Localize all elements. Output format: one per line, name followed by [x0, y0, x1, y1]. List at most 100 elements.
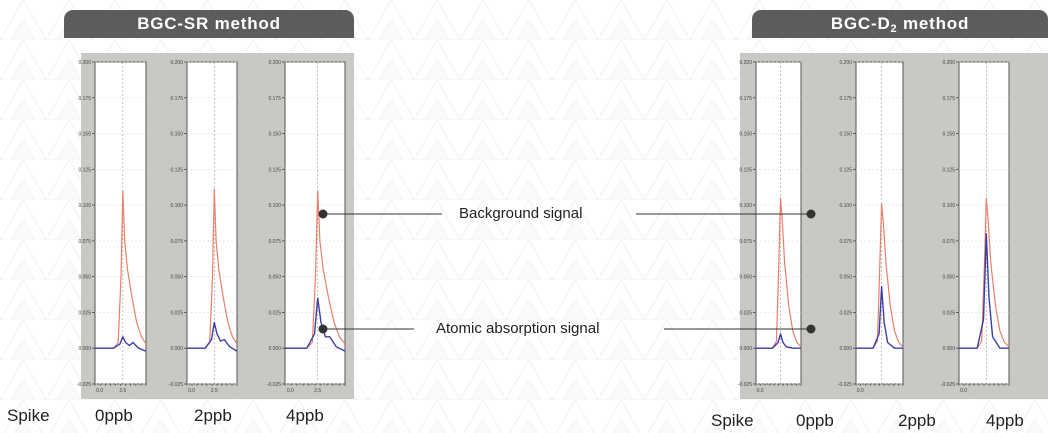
g1-p0-atomic-signal-line: [756, 333, 801, 349]
g1-p2-ytick-label-2: 0.150: [942, 132, 955, 138]
g1-p1-ytick-label-2: 0.150: [839, 132, 852, 138]
g1-p2-xtick-label-0: 0.0: [960, 388, 967, 394]
g0-p2-ytick-label-5: 0.075: [268, 239, 281, 245]
g1-p0-ytick-label-6: 0.050: [739, 275, 752, 281]
g0-p2-xtick-label-1: 2.5: [314, 388, 321, 394]
g0-p2-ytick-label-1: 0.175: [268, 96, 281, 102]
bgc-sr-method-title: BGC-SR method: [137, 13, 281, 33]
g0-p0-ytick-label-4: 0.100: [78, 203, 91, 209]
g0-p1-ytick-label-6: 0.050: [170, 275, 183, 281]
g0-p1-xtick-label-0: 0.0: [188, 388, 195, 394]
g0-p2-ytick-label-6: 0.050: [268, 275, 281, 281]
g0-p1-ytick-label-5: 0.075: [170, 239, 183, 245]
g0-p2-ytick-label-9: -0.025: [267, 382, 281, 388]
g0-p1-ytick-label-9: -0.025: [169, 382, 183, 388]
g0-p1-plot-area: [186, 61, 238, 385]
left-spike-4ppb: 4ppb: [286, 406, 324, 425]
g0-p0-ytick-label-3: 0.125: [78, 167, 91, 173]
g0-p0-ytick-label-6: 0.050: [78, 275, 91, 281]
left-spike-label: Spike: [7, 406, 50, 425]
g1-p2-ytick-label-3: 0.125: [942, 167, 955, 173]
g0-p1-ytick-label-0: 0.200: [170, 60, 183, 66]
g0-p0-ytick-label-9: -0.025: [77, 382, 91, 388]
bgc-d2-method-title: BGC-D2 method: [830, 13, 970, 35]
atomic-callout-dot-right: [806, 324, 816, 334]
g1-p2-ytick-label-6: 0.050: [942, 275, 955, 281]
g1-p2-ytick-label-9: -0.025: [941, 382, 955, 388]
g0-p1-atomic-signal-line: [187, 321, 238, 352]
g0-p2-atomic-signal-line: [285, 297, 346, 352]
g0-p1-ytick-label-1: 0.175: [170, 96, 183, 102]
g0-p1-ytick-label-2: 0.150: [170, 132, 183, 138]
g1-p1-atomic-signal-line: [856, 286, 903, 349]
g0-p0-ytick-label-8: 0.000: [78, 346, 91, 352]
g1-p1-ytick-label-8: 0.000: [839, 346, 852, 352]
background-signal-label: Background signal: [459, 205, 583, 222]
g0-p2-ytick-label-8: 0.000: [268, 346, 281, 352]
g1-p0-ytick-label-3: 0.125: [739, 167, 752, 173]
atomic-absorption-signal-label: Atomic absorption signal: [436, 320, 600, 337]
g1-p0-ytick-label-0: 0.200: [739, 60, 752, 66]
g0-p2-ytick-label-2: 0.150: [268, 132, 281, 138]
g0-p1-ytick-label-7: 0.025: [170, 310, 183, 316]
g1-p0-ytick-label-4: 0.100: [739, 203, 752, 209]
g1-p0-background-signal-line: [756, 197, 802, 349]
g0-p1-ytick-label-8: 0.000: [170, 346, 183, 352]
g1-p0-ytick-label-5: 0.075: [739, 239, 752, 245]
g0-p0-ytick-label-5: 0.075: [78, 239, 91, 245]
g1-p0-xtick-label-0: 0.0: [757, 388, 764, 394]
g1-p1-ytick-label-1: 0.175: [839, 96, 852, 102]
g0-p0-ytick-label-1: 0.175: [78, 96, 91, 102]
background-callout-dot: [318, 209, 328, 219]
g1-p1-ytick-label-7: 0.025: [839, 310, 852, 316]
g1-p2-ytick-label-1: 0.175: [942, 96, 955, 102]
atomic-callout-dot: [318, 324, 328, 334]
g1-p2-ytick-label-0: 0.200: [942, 60, 955, 66]
g1-p1-ytick-label-3: 0.125: [839, 167, 852, 173]
bgc-sr-method-tab: BGC-SR method: [64, 10, 354, 38]
g0-p2-xtick-label-0: 0.0: [287, 388, 294, 394]
g0-p1-ytick-label-3: 0.125: [170, 167, 183, 173]
g1-p1-ytick-label-0: 0.200: [839, 60, 852, 66]
right-spike-0ppb: 0ppb: [796, 411, 834, 430]
g1-p2-atomic-signal-line: [959, 233, 1009, 349]
g1-p0-plot-area: [755, 61, 802, 385]
g1-p2-ytick-label-8: 0.000: [942, 346, 955, 352]
g0-p2-ytick-label-7: 0.025: [268, 310, 281, 316]
right-spike-2ppb: 2ppb: [898, 411, 936, 430]
bgc-d2-method-tab: BGC-D2 method: [752, 10, 1048, 38]
g0-p0-ytick-label-7: 0.025: [78, 310, 91, 316]
right-spike-4ppb: 4ppb: [986, 411, 1024, 430]
g0-p2-ytick-label-3: 0.125: [268, 167, 281, 173]
g0-p0-ytick-label-0: 0.200: [78, 60, 91, 66]
g0-p2-ytick-label-4: 0.100: [268, 203, 281, 209]
g1-p1-ytick-label-4: 0.100: [839, 203, 852, 209]
g0-p1-xtick-label-1: 2.5: [211, 388, 218, 394]
g1-p1-ytick-label-9: -0.025: [838, 382, 852, 388]
right-spike-label: Spike: [711, 411, 754, 430]
g0-p2-ytick-label-0: 0.200: [268, 60, 281, 66]
g1-p0-ytick-label-2: 0.150: [739, 132, 752, 138]
g0-p0-xtick-label-0: 0.0: [96, 388, 103, 394]
g0-p1-ytick-label-4: 0.100: [170, 203, 183, 209]
g1-p2-ytick-label-7: 0.025: [942, 310, 955, 316]
g1-p0-ytick-label-1: 0.175: [739, 96, 752, 102]
g0-p0-background-signal-line: [95, 190, 147, 349]
g0-p0-xtick-label-1: 2.5: [119, 388, 126, 394]
g0-p0-ytick-label-2: 0.150: [78, 132, 91, 138]
left-spike-2ppb: 2ppb: [194, 406, 232, 425]
g1-p2-ytick-label-4: 0.100: [942, 203, 955, 209]
g1-p1-ytick-label-5: 0.075: [839, 239, 852, 245]
g1-p1-background-signal-line: [856, 203, 904, 349]
g0-p0-atomic-signal-line: [95, 336, 147, 352]
g1-p0-ytick-label-9: -0.025: [738, 382, 752, 388]
left-spike-0ppb: 0ppb: [95, 406, 133, 425]
g1-p1-ytick-label-6: 0.050: [839, 275, 852, 281]
g1-p0-ytick-label-8: 0.000: [739, 346, 752, 352]
g1-p0-ytick-label-7: 0.025: [739, 310, 752, 316]
g1-p1-xtick-label-0: 0.0: [857, 388, 864, 394]
g1-p2-ytick-label-5: 0.075: [942, 239, 955, 245]
g0-p2-background-signal-line: [285, 190, 346, 349]
